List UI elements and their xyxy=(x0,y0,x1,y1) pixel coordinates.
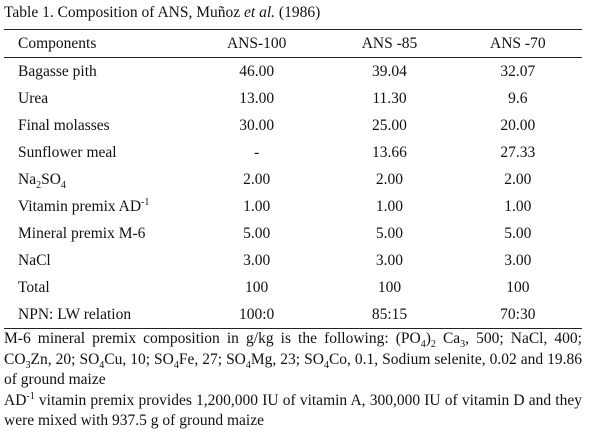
text-segment: vitamin premix provides 1,200,000 IU of … xyxy=(4,391,582,430)
header-cell: ANS -85 xyxy=(325,29,454,58)
table-cell: 1.00 xyxy=(504,197,532,215)
table-cell: 13.00 xyxy=(239,89,275,107)
text-segment: Vitamin premix AD xyxy=(18,197,142,215)
table-cell: Bagasse pith xyxy=(18,62,97,80)
table-cell: - xyxy=(254,143,260,161)
text-segment: -1 xyxy=(26,390,35,402)
table-cell: 11.30 xyxy=(372,89,407,107)
text-segment: -1 xyxy=(141,196,150,208)
table-cell: 100 xyxy=(245,278,269,296)
text-segment: M-6 mineral premix composition in g/kg i… xyxy=(4,330,421,347)
table-cell: 25.00 xyxy=(372,116,407,134)
text-segment: Na xyxy=(18,170,37,188)
text-segment: AD xyxy=(4,391,27,409)
table-cell: 32.07 xyxy=(500,62,536,80)
text-segment: Zn, 20; SO xyxy=(30,350,100,368)
table-row: Urea 13.00 11.30 9.6 xyxy=(4,85,582,112)
text-segment: 4 xyxy=(99,359,105,371)
table-cell: 30.00 xyxy=(239,116,275,134)
table-cell: Sunflower meal xyxy=(18,143,117,161)
table-row: Vitamin premix AD-1 1.00 1.00 1.00 xyxy=(4,193,582,220)
table-cell: Na2SO4 xyxy=(4,166,188,193)
table-cell: Vitamin premix AD-1 xyxy=(4,193,188,220)
text-segment: et al. xyxy=(244,4,276,21)
text-segment: 2 xyxy=(36,179,42,191)
header-row: Components ANS-100 ANS -85 ANS -70 xyxy=(4,29,582,58)
text-segment: 4 xyxy=(173,359,179,371)
table-cell: NPN: LW relation xyxy=(18,305,132,323)
text-segment: Ca xyxy=(435,330,461,347)
table-row: Total 100 100 100 xyxy=(4,274,582,301)
table-cell: 3.00 xyxy=(375,251,404,269)
table-cell: 100 xyxy=(506,278,530,296)
table-cell: 85:15 xyxy=(371,305,408,323)
table-cell: Final molasses xyxy=(18,116,110,134)
text-segment: 3 xyxy=(460,339,466,351)
table-cell: Total xyxy=(18,278,50,296)
header-cell: ANS -70 xyxy=(453,29,582,58)
table-cell: 1.00 xyxy=(375,197,404,215)
footnotes: M-6 mineral premix composition in g/kg i… xyxy=(4,329,582,432)
text-segment: Co, 0.1, Sodium selenite, 0.02 and 19.86… xyxy=(4,350,583,389)
text-segment: (1986) xyxy=(275,4,321,21)
text-segment: Cu, 10; SO xyxy=(104,350,174,368)
table-title: Table 1. Composition of ANS, Muñoz et al… xyxy=(4,4,320,22)
table-cell: Mineral premix M-6 xyxy=(18,224,146,242)
table-cell: 70:30 xyxy=(500,305,536,323)
footnote: AD-1 vitamin premix provides 1,200,000 I… xyxy=(4,391,582,432)
table-cell: 27.33 xyxy=(500,143,536,161)
text-segment: 4 xyxy=(60,179,66,191)
table-row: Sunflower meal - 13.66 27.33 xyxy=(4,139,582,166)
footnote: M-6 mineral premix composition in g/kg i… xyxy=(4,329,582,391)
table-cell: NaCl xyxy=(18,251,51,269)
text-segment: 2 xyxy=(430,339,436,351)
text-segment: Fe, 27; SO xyxy=(178,350,246,368)
composition-table: Components ANS-100 ANS -85 ANS -70 Bagasse … xyxy=(4,29,582,329)
text-segment: SO xyxy=(41,170,61,188)
text-segment: , 500; NaCl, 400; CO xyxy=(4,330,582,368)
table-cell: 5.00 xyxy=(375,224,404,242)
table-row: NaCl 3.00 3.00 3.00 xyxy=(4,247,582,274)
table-row: NPN: LW relation 100:0 85:15 70:30 xyxy=(4,301,582,329)
table-cell: 13.66 xyxy=(372,143,407,161)
table-row: Mineral premix M-6 5.00 5.00 5.00 xyxy=(4,220,582,247)
table-cell: 46.00 xyxy=(239,62,275,80)
text-segment: 4 xyxy=(420,339,426,351)
table-cell: 20.00 xyxy=(500,116,536,134)
table-cell: 100:0 xyxy=(238,305,275,323)
table-cell: 1.00 xyxy=(243,197,271,215)
text-segment: 4 xyxy=(323,359,329,371)
table-cell: 3.00 xyxy=(243,251,271,269)
table-cell: 100 xyxy=(377,278,402,296)
header-cell: Components xyxy=(4,29,188,58)
table-cell: 2.00 xyxy=(375,170,404,188)
table-row: Na2SO4 2.00 2.00 2.00 xyxy=(4,166,582,193)
table-cell: 5.00 xyxy=(243,224,271,242)
table-cell: 39.04 xyxy=(372,62,407,80)
text-segment: 3 xyxy=(25,359,31,371)
table-cell: Urea xyxy=(18,89,49,107)
text-segment: Mg, 23; SO xyxy=(250,350,324,368)
header-cell: ANS-100 xyxy=(188,29,326,58)
table-cell: 5.00 xyxy=(504,224,532,242)
table-row: Bagasse pith 46.00 39.04 32.07 xyxy=(4,58,582,86)
text-segment: 4 xyxy=(245,359,251,371)
text-segment: Table 1. Composition of ANS, Muñoz xyxy=(4,4,245,21)
table-row: Final molasses 30.00 25.00 20.00 xyxy=(4,112,582,139)
table-cell: 2.00 xyxy=(504,170,532,188)
table-cell: 9.6 xyxy=(508,89,528,107)
table-cell: 2.00 xyxy=(243,170,271,188)
table-cell: 3.00 xyxy=(504,251,532,269)
text-segment: ) xyxy=(425,330,431,347)
